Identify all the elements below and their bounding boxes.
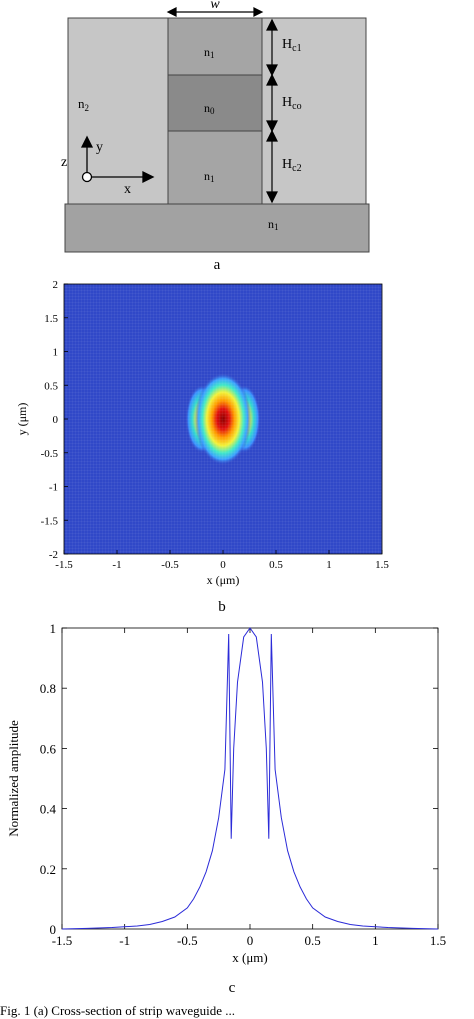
substrate-index: n1 — [268, 217, 279, 232]
x-tick-label: 0 — [247, 933, 254, 948]
x-tick-label: 1 — [372, 933, 379, 948]
y-tick-label: 0.4 — [40, 802, 57, 817]
y-tick-label: 0.2 — [40, 862, 56, 877]
panel-a-label: a — [213, 257, 221, 273]
height-label-upper: Hc1 — [282, 37, 302, 54]
x-tick-label: -1.5 — [55, 559, 73, 571]
height-dimension-arrows — [266, 18, 278, 204]
plot-frame — [61, 627, 439, 930]
axis-label-z: z — [61, 155, 67, 170]
panel-b-label: b — [218, 599, 226, 615]
x-tick-label: 0 — [220, 559, 226, 571]
layer-index-lower: n1 — [204, 169, 215, 184]
x-tick-label: 1 — [326, 559, 332, 571]
y-tick-label: -1.5 — [41, 515, 59, 527]
y-tick-label: 0.6 — [40, 741, 57, 756]
x-axis-label: x (μm) — [207, 573, 240, 587]
x-tick-label: -0.5 — [177, 933, 198, 948]
y-tick-label: 0 — [50, 922, 57, 937]
upper-cladding-layer — [167, 17, 263, 76]
width-arrow — [166, 7, 264, 17]
heatmap-grid-overlay — [64, 284, 382, 554]
width-label: w — [210, 0, 220, 12]
cladding-index: n2 — [78, 96, 89, 113]
figure-caption: Fig. 1 (a) Cross-section of strip wavegu… — [0, 1003, 236, 1018]
height-label-lower: Hc2 — [282, 157, 302, 174]
layer-index-core: n0 — [204, 101, 215, 116]
y-axis-label: y (μm) — [15, 403, 29, 436]
y-tick-label: 1 — [50, 621, 57, 636]
x-tick-label: 0.5 — [305, 933, 321, 948]
y-tick-label: 1 — [53, 347, 59, 359]
axis-label-x: x — [124, 182, 131, 197]
x-tick-label: 1.5 — [375, 559, 389, 571]
panel-c-label: c — [228, 980, 236, 996]
x-tick-label: 0.5 — [269, 559, 283, 571]
x-axis-label: x (μm) — [232, 950, 268, 965]
y-tick-label: 0.5 — [44, 380, 58, 392]
x-tick-label: -1 — [112, 559, 121, 571]
y-tick-label: 1.5 — [44, 313, 58, 325]
height-label-core: Hco — [282, 95, 302, 112]
waveguide-cross-section-diagram: w Hc1 Hco Hc2 n1 n0 n1 n2 n1 y z x — [61, 0, 370, 253]
amplitude-series-line — [61, 627, 439, 930]
lower-cladding-layer — [167, 130, 263, 205]
y-tick-label: -0.5 — [41, 448, 59, 460]
layer-index-upper: n1 — [204, 45, 215, 60]
coordinate-axes — [80, 135, 155, 184]
y-axis-label: Normalized amplitude — [6, 720, 21, 837]
x-tick-label: -1 — [119, 933, 130, 948]
x-tick-label: -1.5 — [52, 933, 73, 948]
x-tick-label: 1.5 — [430, 933, 446, 948]
amplitude-line-chart: -1.5 -1 -0.5 0 0.5 1 1.5 0 0.2 0.4 0.6 0.8 1 x (μm) No… — [6, 621, 446, 965]
y-tick-label: -2 — [49, 549, 58, 561]
core-layer — [167, 74, 263, 132]
y-tick-label: -1 — [49, 482, 58, 494]
x-tick-label: -0.5 — [161, 559, 179, 571]
y-tick-label: 2 — [53, 279, 59, 291]
field-heatmap-chart: -1.5 -1 -0.5 0 0.5 1 1.521.510.50-0.5-1-1.5-2x… — [15, 279, 389, 587]
y-tick-label: 0 — [53, 414, 59, 426]
substrate-region — [64, 203, 370, 253]
axis-label-y: y — [96, 140, 103, 155]
y-tick-label: 0.8 — [40, 681, 56, 696]
